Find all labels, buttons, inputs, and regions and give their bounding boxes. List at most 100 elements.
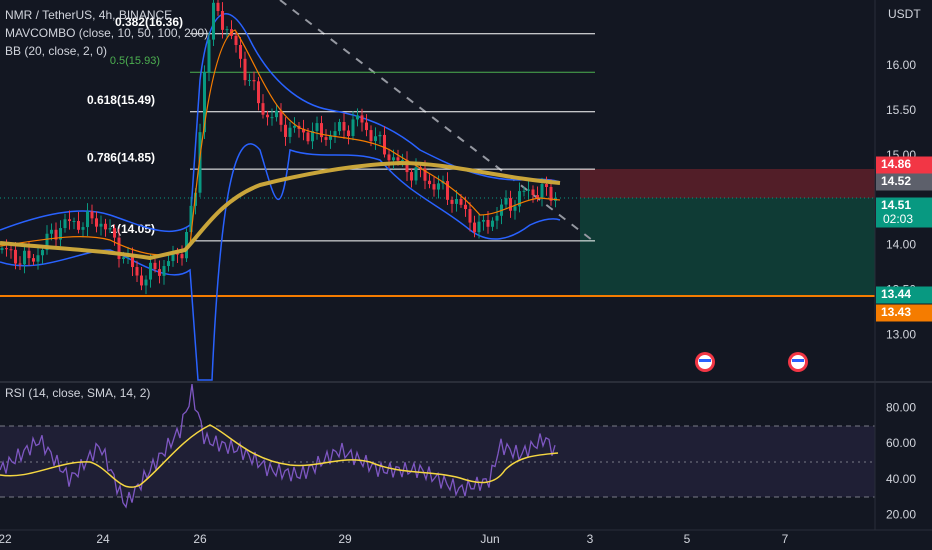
candle-body	[117, 237, 121, 259]
x-tick-label: 22	[0, 532, 12, 546]
candle-body	[495, 215, 499, 221]
price-tick-label: 15.50	[886, 103, 916, 117]
candle-body	[86, 211, 89, 228]
x-tick-label: Jun	[480, 532, 499, 546]
candle-body	[473, 222, 476, 233]
candle-body	[144, 279, 148, 286]
candle-body	[306, 132, 310, 142]
candle-body	[257, 81, 260, 104]
candle-body	[477, 221, 481, 233]
candle-body	[405, 159, 409, 173]
candle-body	[504, 198, 508, 205]
x-tick-label: 29	[338, 532, 352, 546]
candle-body	[90, 211, 94, 219]
candle-body	[41, 250, 44, 256]
candle-body	[104, 223, 107, 230]
price-badge	[876, 197, 932, 228]
candle-body	[5, 248, 8, 250]
candle-body	[527, 189, 530, 191]
candle-body	[131, 254, 134, 268]
candle-body	[248, 80, 251, 82]
price-tick-label: 13.00	[886, 327, 916, 341]
candle-body	[216, 2, 220, 12]
candle-body	[14, 249, 17, 264]
candle-body	[513, 206, 517, 211]
x-tick-label: 5	[684, 532, 691, 546]
candle-body	[167, 261, 170, 267]
candle-body	[437, 183, 440, 190]
candle-body	[302, 128, 305, 133]
fib-label: 1(14.05)	[110, 222, 155, 236]
price-badge-label: 13.44	[881, 287, 911, 301]
candle-body	[324, 137, 328, 140]
candle-body	[225, 29, 229, 31]
candle-body	[189, 205, 193, 233]
candle-body	[360, 115, 364, 123]
currency-label: USDT	[888, 7, 921, 21]
candle-body	[158, 269, 161, 276]
candle-body	[396, 157, 400, 161]
candle-body	[311, 130, 314, 142]
earnings-icon[interactable]	[788, 352, 808, 372]
candle-body	[383, 134, 386, 155]
candle-body	[212, 2, 215, 40]
candle-body	[95, 218, 98, 227]
candle-body	[234, 35, 238, 45]
candle-body	[270, 117, 274, 119]
target-zone	[580, 198, 875, 296]
price-badge-label: 13.43	[881, 305, 911, 319]
candle-body	[59, 228, 62, 240]
candle-body	[0, 248, 4, 250]
candle-body	[72, 220, 76, 222]
rsi-band	[0, 426, 875, 497]
candle-body	[108, 228, 112, 230]
candle-body	[284, 124, 287, 137]
candle-body	[68, 219, 71, 222]
earnings-icon[interactable]	[695, 352, 715, 372]
ma-fast	[0, 29, 561, 256]
candle-body	[509, 198, 512, 211]
candle-body	[545, 184, 548, 187]
candle-body	[482, 219, 485, 222]
candle-body	[266, 114, 269, 118]
candle-body	[401, 159, 404, 161]
candle-body	[176, 253, 179, 255]
candle-body	[275, 110, 278, 118]
trend-line	[279, 0, 593, 241]
rsi-tick-label: 60.00	[886, 436, 916, 450]
candle-body	[122, 257, 125, 259]
candle-body	[536, 195, 539, 199]
rsi-title: RSI (14, close, SMA, 14, 2)	[5, 386, 150, 400]
candle-body	[374, 136, 377, 142]
candle-body	[549, 186, 553, 201]
candle-body	[185, 232, 188, 259]
candle-body	[180, 254, 184, 259]
x-tick-label: 3	[587, 532, 594, 546]
candle-body	[428, 180, 431, 185]
rsi-line	[0, 384, 556, 509]
candle-body	[455, 198, 458, 204]
candle-body	[320, 123, 323, 138]
rsi-tick-label: 40.00	[886, 472, 916, 486]
candle-body	[369, 130, 373, 142]
candle-body	[293, 125, 296, 128]
candle-body	[464, 204, 467, 210]
indicator-label: BB (20, close, 2, 0)	[5, 44, 107, 58]
fib-label: 0.618(15.49)	[87, 93, 155, 107]
candle-body	[140, 275, 143, 286]
candle-body	[99, 223, 103, 227]
rsi-sma	[0, 424, 559, 488]
candle-body	[252, 80, 256, 82]
candle-body	[315, 123, 319, 131]
candle-body	[347, 130, 350, 137]
rsi-tick-label: 20.00	[886, 507, 916, 521]
candle-body	[432, 184, 436, 190]
candle-body	[32, 258, 35, 262]
candle-body	[207, 39, 211, 73]
candle-body	[77, 220, 80, 230]
candle-body	[365, 122, 368, 131]
candle-body	[342, 122, 346, 131]
candle-body	[356, 115, 359, 120]
candle-body	[423, 168, 427, 181]
price-badge-time: 02:03	[883, 212, 913, 226]
